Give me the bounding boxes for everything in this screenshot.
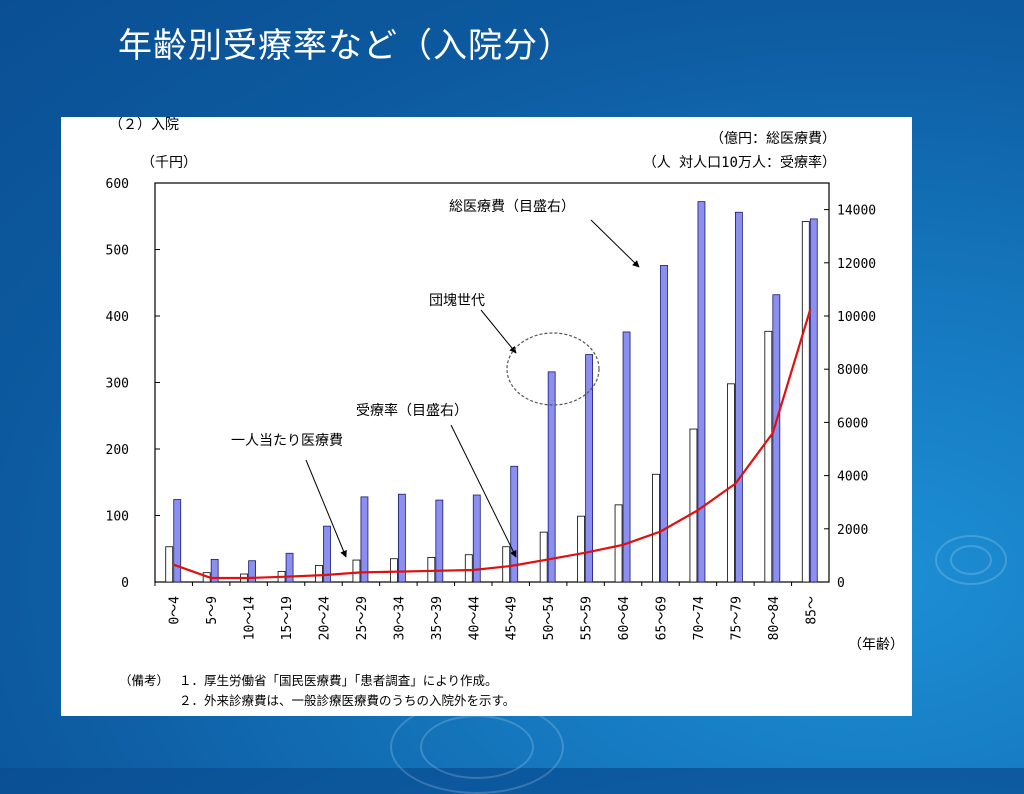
- total-cost-bar: [660, 265, 668, 583]
- total-cost-bar: [809, 218, 818, 583]
- total-cost-bar: [734, 211, 743, 583]
- rate-arrow: [450, 424, 517, 558]
- per-capita-bar: [502, 546, 511, 583]
- per-capita-bar: [539, 531, 548, 583]
- x-axis-tick-label: 50～54: [542, 596, 557, 640]
- total-cost-bar: [547, 371, 556, 583]
- right-axis-unit-label-rate: （人 対人口10万人：受療率）: [643, 154, 836, 171]
- per-capita-cost-bars: [165, 221, 810, 583]
- per-capita-arrow: [305, 459, 347, 558]
- per-capita-bar: [464, 554, 473, 583]
- x-axis-tick-label: 30～34: [392, 596, 407, 640]
- x-axis-tick-label: 40～44: [467, 596, 482, 640]
- per-capita-bar: [165, 546, 174, 583]
- per-capita-bar: [315, 564, 323, 583]
- x-axis-tick-label: 20～24: [318, 596, 333, 640]
- per-capita-bar: [352, 559, 361, 583]
- x-axis-tick-label: 85～: [804, 596, 819, 625]
- treatment-rate-line: [173, 308, 812, 580]
- x-axis-tick-label: 75～79: [729, 596, 744, 640]
- total-cost-arrow: [590, 219, 640, 268]
- right-axis-tick-label: 8000: [837, 363, 868, 378]
- left-axis-tick-label: 0: [121, 576, 129, 591]
- per-capita-bar: [614, 504, 623, 583]
- x-axis-tick-label: 60～64: [617, 596, 632, 640]
- total-cost-annotation: 総医療費（目盛右）: [449, 198, 575, 215]
- per-capita-bar: [801, 221, 810, 583]
- right-axis: 0 2000 4000 6000 8000 10000 12000 14000: [824, 204, 876, 591]
- rate-annotation: 受療率（目盛右）: [356, 402, 468, 419]
- per-capita-bar: [689, 428, 698, 583]
- per-capita-annotation: 一人当たり医療費: [231, 432, 343, 449]
- x-axis-tick-label: 55～59: [580, 596, 595, 640]
- per-capita-bar: [427, 556, 436, 583]
- x-axis-tick-label: 10～14: [243, 596, 258, 640]
- x-axis-tick-label: 70～74: [692, 596, 707, 640]
- left-axis-tick-label: 300: [106, 377, 129, 392]
- ripple-decoration: [420, 715, 534, 779]
- slide-title: 年齢別受療率など（入院分）: [118, 26, 573, 66]
- per-capita-bar: [389, 558, 398, 583]
- chart-svg: （２）入院 （億円：総医療費） （人 対人口10万人：受療率） （千円） 0 10…: [106, 117, 904, 653]
- total-cost-bar: [772, 294, 781, 583]
- chart-figure: （２）入院 （億円：総医療費） （人 対人口10万人：受療率） （千円） 0 10…: [61, 117, 912, 716]
- total-cost-bar: [622, 331, 631, 583]
- left-axis-tick-label: 400: [106, 310, 129, 325]
- left-axis-tick-label: 100: [106, 510, 129, 525]
- per-capita-bar: [577, 515, 586, 583]
- x-axis: 0～4 5～9 10～14 15～19 20～24 25～29 30～34 35～39 40～4…: [154, 582, 819, 640]
- left-axis: 0 100 200 300 400 500 600: [106, 177, 160, 591]
- total-cost-bar: [210, 558, 219, 583]
- x-axis-tick-label: 65～69: [655, 596, 670, 640]
- section-label: （２）入院: [109, 117, 179, 133]
- x-axis-tick-label: 45～49: [505, 596, 520, 640]
- notes-line-1: １．厚生労働省「国民医療費」「患者調査」により作成。: [179, 673, 498, 688]
- x-axis-tick-label: 35～39: [430, 596, 445, 640]
- total-cost-bar: [697, 201, 706, 583]
- total-cost-bar: [360, 496, 369, 583]
- x-axis-tick-label: 15～19: [280, 596, 295, 640]
- total-cost-bar: [323, 525, 331, 583]
- right-axis-tick-label: 6000: [837, 416, 868, 431]
- right-axis-tick-label: 0: [837, 576, 845, 591]
- x-axis-tick-label: 25～29: [355, 596, 370, 640]
- total-cost-bar: [248, 560, 257, 583]
- x-axis-tick-label: 80～84: [767, 596, 782, 640]
- notes-prefix: （備考）: [119, 673, 170, 688]
- total-cost-bar: [397, 493, 406, 583]
- right-axis-unit-label-total: （億円：総医療費）: [710, 130, 836, 147]
- total-cost-bar: [435, 499, 444, 583]
- total-cost-bar: [173, 499, 182, 583]
- total-cost-bar: [472, 494, 481, 583]
- right-axis-tick-label: 14000: [837, 204, 876, 219]
- left-axis-tick-label: 600: [106, 177, 129, 192]
- baby-boom-arrow: [480, 309, 517, 354]
- right-axis-tick-label: 12000: [837, 257, 876, 272]
- left-axis-tick-label: 200: [106, 443, 129, 458]
- total-cost-bar: [510, 465, 519, 583]
- ripple-decoration: [935, 535, 1007, 585]
- x-axis-tick-label: 0～4: [168, 596, 183, 625]
- baby-boom-ellipse: [506, 332, 600, 406]
- x-axis-tick-label: 5～9: [205, 596, 220, 625]
- total-cost-bars: [173, 201, 818, 583]
- total-cost-bar: [585, 354, 594, 583]
- per-capita-bar: [652, 473, 660, 583]
- per-capita-bar: [764, 330, 773, 583]
- per-capita-bar: [726, 383, 735, 583]
- baby-boom-annotation: 団塊世代: [429, 293, 485, 309]
- right-axis-tick-label: 10000: [837, 310, 876, 325]
- total-cost-bar: [285, 552, 294, 583]
- left-axis-unit-label: （千円）: [141, 155, 197, 171]
- right-axis-tick-label: 2000: [837, 523, 868, 538]
- left-axis-tick-label: 500: [106, 244, 129, 259]
- notes-line-2: ２．外来診療費は、一般診療医療費のうちの入院外を示す。: [179, 693, 516, 708]
- x-axis-label: （年齢）: [848, 637, 904, 653]
- ripple-decoration: [950, 545, 992, 575]
- right-axis-tick-label: 4000: [837, 470, 868, 485]
